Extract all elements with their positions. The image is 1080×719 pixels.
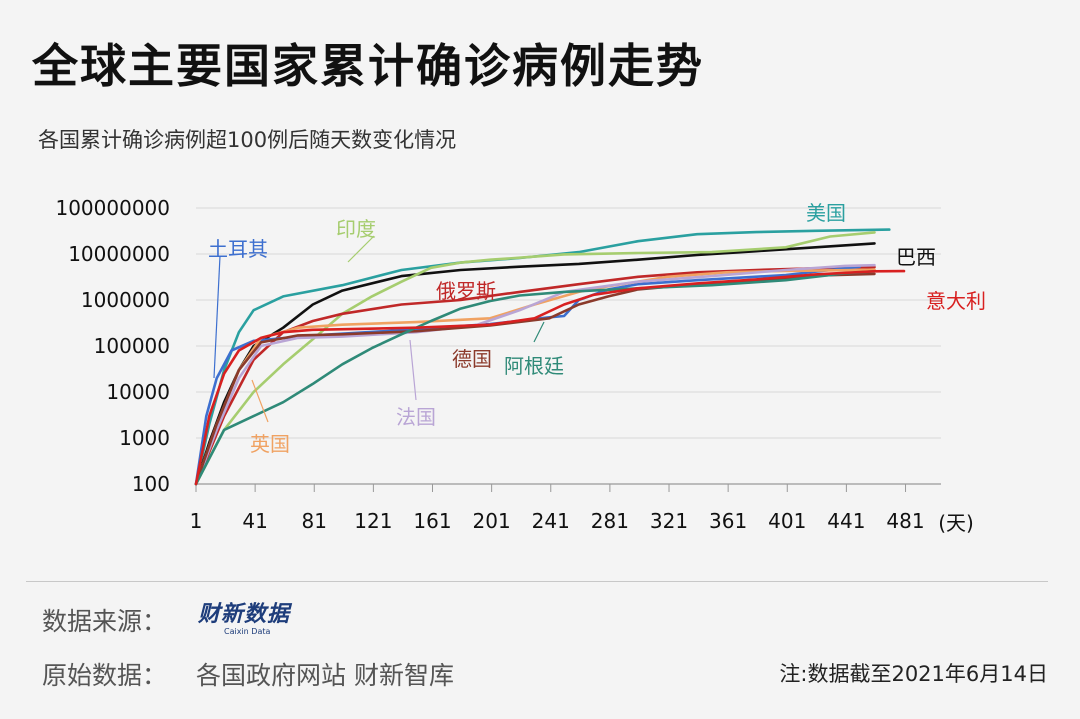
x-tick-label: 81 xyxy=(302,509,327,533)
y-axis-ticks: 100 1000 10000 100000 1000000 10000000 1000000… xyxy=(55,196,170,496)
chart-subtitle: 各国累计确诊病例超100例后随天数变化情况 xyxy=(38,128,457,152)
y-tick-label: 1000000 xyxy=(81,288,170,312)
x-axis-unit: (天) xyxy=(938,511,974,535)
x-tick-label: 441 xyxy=(827,509,865,533)
series-label: 土耳其 xyxy=(208,237,268,261)
x-tick-label: 121 xyxy=(354,509,392,533)
y-tick-label: 100000000 xyxy=(55,196,170,220)
footer-divider xyxy=(26,581,1048,582)
caixin-data-logo: 财新数据 Caixin Data xyxy=(198,603,308,641)
series-label: 巴西 xyxy=(896,245,936,269)
y-tick-label: 10000 xyxy=(106,380,170,404)
source-label: 数据来源： xyxy=(42,607,168,636)
raw-data-label: 原始数据： xyxy=(42,661,168,690)
grid-lines xyxy=(196,207,941,439)
x-tick-label: 401 xyxy=(768,509,806,533)
x-tick-label: 161 xyxy=(413,509,451,533)
series-line xyxy=(194,269,906,486)
x-tick-label: 321 xyxy=(650,509,688,533)
x-tick-label: 361 xyxy=(709,509,747,533)
series-label: 印度 xyxy=(336,217,376,241)
x-tick-label: 281 xyxy=(591,509,629,533)
series-label: 英国 xyxy=(250,432,290,456)
page-title: 全球主要国家累计确诊病例走势 xyxy=(32,39,704,93)
x-axis: 1 41 81 121 161 201 241 281 321 361 401 441 481 (天) xyxy=(190,483,974,535)
x-tick-label: 481 xyxy=(886,509,924,533)
y-tick-label: 100000 xyxy=(94,334,170,358)
logo-text: 财新数据 xyxy=(198,602,291,627)
data-cutoff-note: 注:数据截至2021年6月14日 xyxy=(779,662,1048,686)
x-tick-label: 201 xyxy=(473,509,511,533)
series-label: 美国 xyxy=(806,201,846,225)
series-lines xyxy=(194,228,906,486)
series-label: 阿根廷 xyxy=(504,354,564,378)
raw-data-value: 各国政府网站 财新智库 xyxy=(196,661,454,690)
series-line xyxy=(194,231,876,486)
logo-subtext: Caixin Data xyxy=(224,627,271,636)
line-chart: 100 1000 10000 100000 1000000 10000000 1000000… xyxy=(55,196,986,535)
series-label: 俄罗斯 xyxy=(436,279,496,303)
leader-line xyxy=(213,255,221,379)
series-label: 法国 xyxy=(396,405,436,429)
leader-line xyxy=(409,339,417,401)
x-tick-label: 1 xyxy=(190,509,203,533)
y-tick-label: 100 xyxy=(132,472,170,496)
series-label: 意大利 xyxy=(926,289,986,313)
x-tick-label: 41 xyxy=(242,509,267,533)
leader-line xyxy=(347,235,375,263)
series-line xyxy=(194,265,876,486)
y-tick-label: 10000000 xyxy=(68,242,170,266)
leader-line xyxy=(251,379,269,423)
x-tick-label: 241 xyxy=(532,509,570,533)
y-tick-label: 1000 xyxy=(119,426,170,450)
leader-line xyxy=(533,321,545,343)
series-label: 德国 xyxy=(452,347,492,371)
series-line xyxy=(194,270,876,486)
